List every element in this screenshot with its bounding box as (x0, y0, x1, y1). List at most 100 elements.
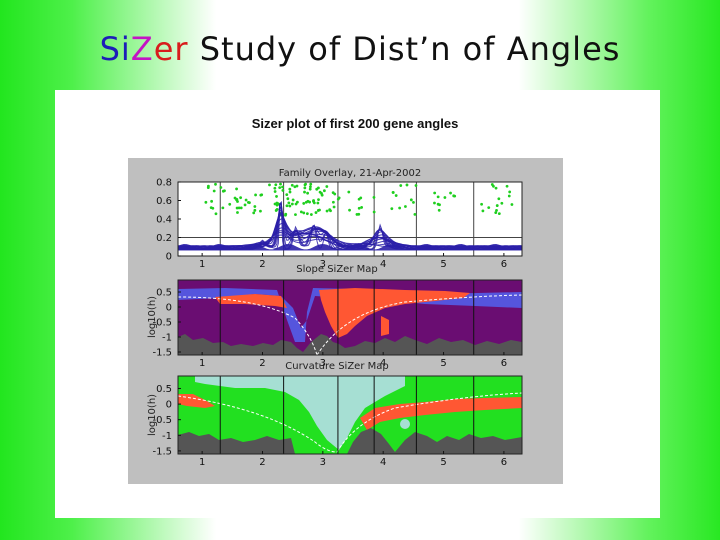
overlay-data-point (291, 198, 295, 202)
slope-xtick-label: 2 (259, 358, 265, 369)
overlay-data-point (357, 206, 361, 210)
curvature-xtick-label: 3 (320, 457, 326, 468)
overlay-data-point (309, 213, 313, 216)
overlay-data-point (281, 185, 284, 189)
overlay-data-point (221, 206, 225, 210)
curvature-ylabel: log10(h) (147, 394, 158, 436)
overlay-data-point (495, 208, 498, 212)
slope-region-dark (178, 334, 522, 355)
curvature-cyan-blob (400, 419, 410, 429)
overlay-data-point (328, 208, 332, 212)
slope-sizer-panel: 1 2 3 4 5 6 0.5 0 -0.5 -1 -1.5 Slope SiZer Map log… (147, 264, 523, 369)
overlay-data-point (497, 212, 501, 216)
title-rest: Study of Dist’n of Angles (188, 30, 621, 68)
overlay-data-point (312, 201, 316, 205)
overlay-data-point (433, 191, 437, 195)
overlay-data-point (288, 204, 292, 208)
overlay-data-point (236, 211, 239, 214)
overlay-data-point (237, 206, 241, 210)
overlay-data-point (336, 197, 340, 201)
overlay-data-point (312, 199, 315, 202)
curvature-sizer-frame (177, 375, 523, 455)
overlay-data-point (495, 204, 499, 207)
curvature-sizer-title: Curvature SiZer Map (285, 361, 388, 372)
overlay-data-point (259, 193, 263, 197)
slope-sizer-title: Slope SiZer Map (296, 264, 377, 275)
family-overlay-panel: 1 2 3 4 5 6 0 0.2 0.4 0.6 0.8 Family Overlay, 21-A… (156, 168, 523, 270)
overlay-data-point (211, 206, 215, 210)
overlay-data-point (278, 186, 282, 189)
curvature-sizer-panel: 1 2 3 4 5 6 0.5 0 -0.5 -1 -1.5 Curvature SiZer Map… (147, 361, 523, 468)
curvature-xtick-label: 4 (380, 457, 386, 468)
overlay-xtick-label: 4 (380, 259, 386, 270)
overlay-data-point (253, 205, 257, 208)
figure-main-title: Sizer plot of first 200 gene angles (252, 116, 459, 131)
overlay-ytick-label: 0.6 (156, 196, 172, 207)
overlay-data-point (212, 189, 216, 193)
overlay-data-point (309, 185, 312, 189)
overlay-data-point (357, 212, 361, 216)
overlay-data-point (290, 202, 294, 206)
sizer-figure: Sizer plot of first 200 gene angles 1 2 3 4… (128, 116, 563, 484)
slope-region-blue (178, 288, 522, 342)
overlay-xtick-label: 5 (440, 259, 446, 270)
overlay-data-point (405, 183, 409, 187)
overlay-data-point (494, 211, 498, 214)
overlay-data-point (299, 210, 303, 214)
overlay-data-point (359, 196, 363, 200)
overlay-data-point (210, 199, 214, 203)
overlay-data-point (284, 213, 287, 217)
overlay-data-point (348, 208, 351, 212)
overlay-data-point (294, 213, 297, 217)
overlay-data-point (398, 206, 402, 210)
overlay-data-point (316, 201, 320, 205)
overlay-data-point (273, 190, 277, 193)
overlay-data-point (480, 202, 484, 206)
slope-bandwidth-curve (178, 294, 522, 355)
overlay-data-point (412, 200, 415, 204)
curvature-region-red (178, 394, 522, 430)
overlay-data-point (305, 212, 309, 216)
overlay-data-point (290, 183, 294, 187)
overlay-data-point (510, 203, 514, 206)
overlay-data-point (453, 194, 457, 198)
overlay-data-point (309, 182, 313, 186)
slope-xtick-label: 5 (440, 358, 446, 369)
overlay-data-point (219, 186, 223, 189)
overlay-data-point (433, 201, 436, 205)
overlay-data-point (372, 196, 376, 199)
overlay-data-point (252, 211, 256, 215)
overlay-data-point (248, 201, 251, 205)
overlay-data-point (204, 200, 208, 204)
overlay-data-point (303, 190, 306, 194)
overlay-data-point (279, 182, 282, 186)
overlay-ytick-label: 0.8 (156, 178, 172, 189)
overlay-data-point (497, 197, 501, 201)
slide-title: SiZer Study of Dist’n of Angles (0, 30, 720, 68)
curvature-xtick-label: 5 (440, 457, 446, 468)
slope-ytick-label: -1.5 (152, 348, 172, 359)
overlay-data-point (296, 200, 299, 204)
overlay-data-point (505, 184, 509, 188)
overlay-data-point (275, 195, 278, 198)
overlay-data-point (507, 194, 511, 198)
overlay-data-point (214, 182, 217, 186)
overlay-data-point (490, 183, 494, 186)
curvature-ytick-label: -1 (162, 431, 172, 442)
overlay-data-point (259, 209, 262, 213)
overlay-data-point (285, 204, 289, 208)
curvature-ytick-label: 0 (166, 400, 172, 411)
overlay-data-point (235, 187, 238, 191)
overlay-data-point (302, 211, 306, 215)
overlay-data-point (413, 212, 417, 216)
overlay-data-point (399, 184, 403, 187)
curvature-bandwidth-curve (178, 392, 522, 453)
overlay-data-point (228, 202, 232, 206)
overlay-data-point (306, 199, 310, 203)
overlay-data-point (293, 185, 297, 189)
slope-region-red (215, 288, 470, 338)
overlay-data-point (286, 197, 290, 201)
overlay-data-point (331, 191, 335, 194)
curvature-region-cyan (195, 376, 405, 450)
curvature-region-dark (178, 428, 522, 454)
